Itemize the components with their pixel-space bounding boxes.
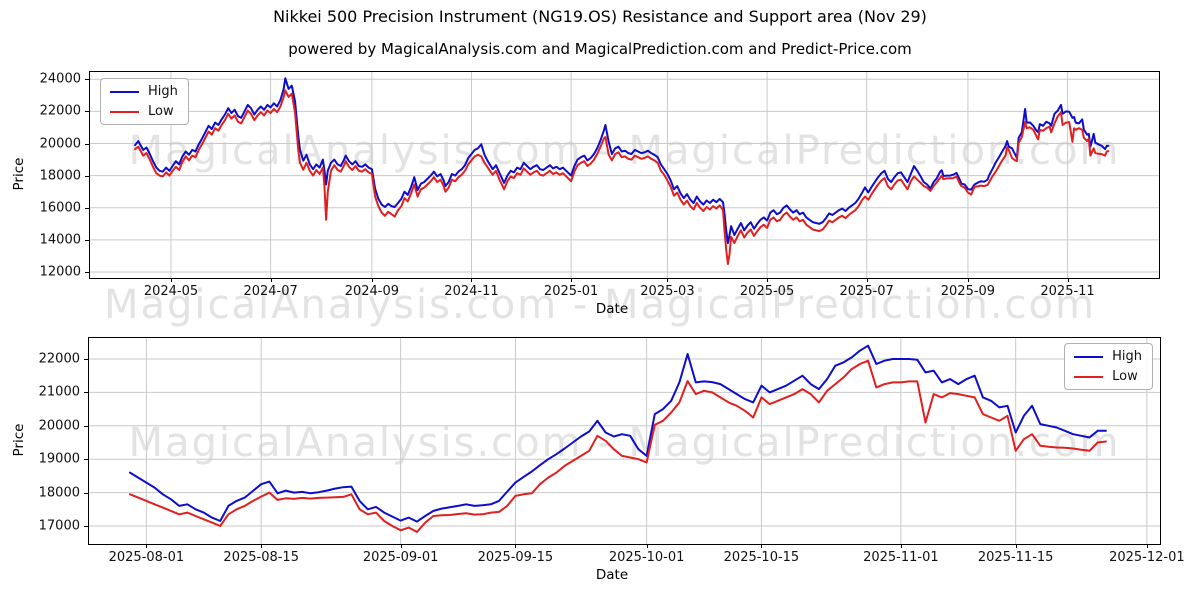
legend: High Low	[1064, 343, 1153, 390]
x-tick-mark	[900, 544, 902, 548]
x-tick-label: 2025-11-15	[977, 550, 1054, 565]
x-tick-mark	[571, 278, 573, 282]
x-tick-label: 2025-09-01	[362, 550, 439, 565]
x-tick-label: 2024-05	[143, 284, 199, 299]
y-tick-label: 17000	[38, 518, 80, 534]
y-tick-label: 20000	[39, 136, 81, 151]
y-tick-mark	[85, 143, 89, 145]
x-tick-mark	[646, 544, 648, 548]
x-tick-mark	[400, 544, 402, 548]
figure-title: Nikkei 500 Precision Instrument (NG19.OS…	[273, 7, 927, 26]
legend-label: Low	[1112, 369, 1138, 384]
y-tick-label: 18000	[39, 168, 81, 184]
y-tick-label: 18000	[38, 485, 80, 501]
x-tick-label: 2025-09	[940, 284, 996, 299]
high-line-swatch	[1074, 355, 1104, 358]
x-tick-label: 2024-09	[344, 284, 400, 299]
y-tick-mark	[85, 79, 89, 81]
x-tick-mark	[170, 278, 172, 282]
x-tick-mark	[515, 544, 517, 548]
x-tick-label: 2024-07	[243, 284, 298, 299]
legend-label: High	[1112, 349, 1142, 364]
x-tick-label: 2025-11	[1040, 284, 1095, 299]
legend-item-low: Low	[1074, 370, 1142, 383]
x-tick-label: 2025-09-15	[477, 550, 554, 565]
y-tick-label: 19000	[38, 451, 80, 467]
y-tick-mark	[84, 525, 88, 527]
y-tick-mark	[84, 425, 88, 427]
high-line-swatch	[110, 90, 139, 93]
x-tick-mark	[967, 278, 969, 282]
y-tick-label: 16000	[39, 200, 81, 216]
x-tick-mark	[471, 278, 473, 282]
x-tick-label: 2025-01	[543, 284, 599, 299]
x-tick-label: 2025-07	[839, 284, 894, 299]
y-tick-mark	[85, 111, 89, 113]
x-tick-label: 2025-10-01	[608, 550, 685, 565]
x-tick-label: 2025-11-01	[863, 550, 939, 565]
bottom-chart-y-axis-label: Price	[11, 423, 27, 457]
x-tick-mark	[371, 278, 373, 282]
y-tick-label: 20000	[38, 418, 80, 434]
x-tick-mark	[146, 544, 148, 548]
x-tick-mark	[261, 544, 263, 548]
bottom-chart-plot-area: MagicalAnalysis.com - MagicalPrediction.…	[39, 337, 1185, 565]
y-tick-label: 24000	[39, 71, 81, 87]
y-tick-mark	[85, 272, 89, 274]
y-tick-label: 22000	[38, 351, 80, 367]
legend: High Low	[100, 78, 189, 125]
top-chart-x-axis-label: Date	[595, 301, 629, 317]
x-tick-mark	[1146, 544, 1148, 548]
x-tick-label: 2025-08-01	[108, 550, 185, 565]
legend-label: Low	[148, 104, 174, 119]
bottom-chart-x-axis-label: Date	[595, 567, 629, 583]
x-tick-mark	[667, 278, 669, 282]
x-tick-mark	[767, 278, 769, 282]
top-chart-canvas	[90, 72, 1159, 278]
legend-label: High	[148, 84, 178, 99]
y-tick-mark	[85, 239, 89, 241]
y-tick-mark	[85, 175, 89, 177]
watermark-text: MagicalAnalysis.com - MagicalPrediction.…	[128, 420, 1121, 466]
watermark-text: MagicalAnalysis.com - MagicalPrediction.…	[104, 282, 1096, 328]
x-tick-label: 2025-03	[640, 284, 695, 299]
x-tick-mark	[1015, 544, 1017, 548]
x-tick-label: 2025-10-15	[723, 550, 800, 565]
y-tick-mark	[85, 207, 89, 209]
x-tick-mark	[866, 278, 868, 282]
x-tick-mark	[270, 278, 272, 282]
x-tick-label: 2025-05	[739, 284, 795, 299]
legend-item-high: High	[1074, 350, 1142, 363]
x-tick-label: 2024-11	[444, 284, 499, 299]
figure-subtitle: powered by MagicalAnalysis.com and Magic…	[288, 40, 912, 58]
y-tick-mark	[84, 459, 88, 461]
low-line-swatch	[1074, 375, 1104, 378]
low-line-swatch	[110, 110, 139, 113]
bottom-chart-canvas	[89, 338, 1160, 544]
y-tick-mark	[84, 392, 88, 394]
y-tick-label: 12000	[39, 264, 81, 280]
x-tick-label: 2025-08-15	[223, 550, 299, 565]
x-tick-mark	[761, 544, 763, 548]
x-tick-label: 2025-12-01	[1109, 550, 1185, 565]
top-chart-y-axis-label: Price	[11, 157, 27, 191]
legend-item-high: High	[110, 85, 178, 98]
x-tick-mark	[1067, 278, 1069, 282]
y-tick-mark	[84, 359, 88, 361]
legend-item-low: Low	[110, 105, 178, 118]
y-tick-label: 14000	[39, 232, 81, 248]
y-tick-label: 22000	[39, 103, 81, 119]
y-tick-label: 21000	[38, 384, 80, 400]
y-tick-mark	[84, 492, 88, 494]
top-chart-plot-area: MagicalAnalysis.com - MagicalPrediction.…	[40, 71, 1160, 299]
